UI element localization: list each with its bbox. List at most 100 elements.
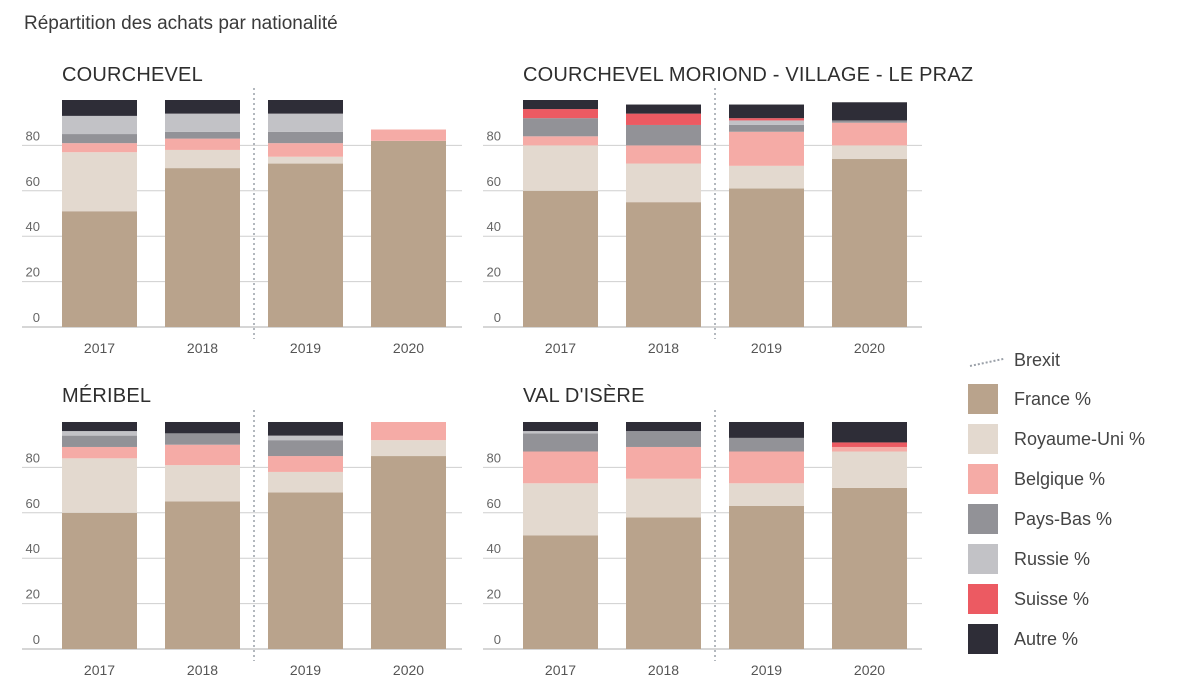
bar-segment [62, 431, 137, 436]
legend-item-pays-bas: Pays-Bas % [968, 504, 1198, 540]
bar-segment [62, 435, 137, 447]
x-tick-label: 2019 [751, 662, 782, 678]
bar-segment [268, 435, 343, 441]
legend-swatch-pays-bas [968, 504, 998, 534]
bar-segment [62, 134, 137, 144]
bar-segment [268, 131, 343, 144]
bar-segment [268, 143, 343, 157]
bar-segment [523, 433, 598, 452]
bar-segment [371, 440, 446, 457]
bar-segment [165, 138, 240, 150]
legend-swatch-belgique [968, 464, 998, 494]
bar-segment [729, 131, 804, 166]
legend-label-pays-bas: Pays-Bas % [1014, 509, 1113, 529]
y-tick-label: 40 [487, 541, 501, 556]
bar-segment [165, 444, 240, 466]
legend-swatch-russie [968, 544, 998, 574]
bar-segment [62, 143, 137, 153]
bar-segment [523, 190, 598, 327]
bar-segment [268, 113, 343, 132]
bar-segment [62, 152, 137, 212]
panel-title-meribel: MÉRIBEL [62, 385, 152, 407]
x-tick-label: 2017 [545, 662, 576, 678]
bar-segment [832, 102, 907, 121]
bar-segment [832, 422, 907, 443]
legend-label-royaume-uni: Royaume-Uni % [1014, 429, 1146, 449]
legend-label-france: France % [1014, 389, 1092, 409]
bar-segment [523, 100, 598, 110]
legend-item-suisse: Suisse % [968, 584, 1198, 620]
bar-segment [729, 422, 804, 438]
bar-segment [268, 471, 343, 493]
bar-segment [729, 165, 804, 189]
x-tick-label: 2017 [84, 340, 115, 356]
bar-segment [371, 140, 446, 327]
panel-title-val-disere: VAL D'ISÈRE [523, 385, 645, 407]
bar-segment [62, 512, 137, 649]
y-tick-label: 40 [26, 541, 40, 556]
x-tick-label: 2018 [648, 662, 679, 678]
y-tick-label: 80 [487, 128, 501, 143]
page-title: Répartition des achats par nationalité [24, 13, 338, 34]
bar-segment [165, 433, 240, 445]
bar-segment [729, 451, 804, 484]
bar-segment [165, 168, 240, 327]
bar-segment [626, 124, 701, 146]
bar-segment [268, 163, 343, 327]
panel-title-courchevel-moriond: COURCHEVEL MORIOND - VILLAGE - LE PRAZ [523, 64, 974, 86]
legend-swatch-suisse [968, 584, 998, 614]
y-tick-label: 60 [26, 174, 40, 189]
bar-segment [626, 446, 701, 479]
bar-segment [165, 501, 240, 649]
x-tick-label: 2018 [648, 340, 679, 356]
bar-segment [523, 118, 598, 137]
bar-segment [268, 492, 343, 649]
y-tick-label: 40 [487, 219, 501, 234]
legend-label-russie: Russie % [1014, 549, 1091, 569]
bar-segment [626, 163, 701, 203]
bar-segment [832, 487, 907, 649]
y-tick-label: 20 [26, 265, 40, 280]
bar-segment [165, 131, 240, 139]
y-tick-label: 0 [494, 310, 501, 325]
bar-segment [832, 122, 907, 146]
x-tick-label: 2018 [187, 340, 218, 356]
bar-segment [832, 446, 907, 452]
bar-segment [626, 517, 701, 649]
legend-swatch-france [968, 384, 998, 414]
bar-segment [832, 159, 907, 327]
bar-segment [626, 145, 701, 164]
bar-segment [371, 422, 446, 441]
bar-segment [729, 505, 804, 649]
x-tick-label: 2019 [751, 340, 782, 356]
x-tick-label: 2020 [854, 340, 885, 356]
bar-segment [371, 129, 446, 141]
bar-segment [832, 442, 907, 447]
bar-segment [523, 145, 598, 191]
bar-segment [165, 149, 240, 169]
y-tick-label: 20 [26, 587, 40, 602]
bar-segment [832, 145, 907, 160]
bar-segment [523, 483, 598, 536]
bar-segment [626, 113, 701, 125]
y-tick-label: 80 [26, 450, 40, 465]
legend-item-russie: Russie % [968, 544, 1198, 580]
x-tick-label: 2020 [854, 662, 885, 678]
bar-segment [523, 451, 598, 484]
y-tick-label: 0 [494, 632, 501, 647]
bar-segment [523, 422, 598, 432]
bar-segment [62, 100, 137, 116]
x-tick-label: 2019 [290, 340, 321, 356]
y-tick-label: 60 [487, 174, 501, 189]
bar-segment [62, 115, 137, 135]
bar-segment [165, 100, 240, 114]
bar-segment [165, 113, 240, 132]
legend-item-autre: Autre % [968, 624, 1198, 660]
brexit-dotted-line-icon [969, 357, 1004, 367]
bar-segment [626, 202, 701, 327]
bar-segment [626, 431, 701, 447]
x-tick-label: 2018 [187, 662, 218, 678]
legend-brexit-label: Brexit [1014, 350, 1061, 370]
bar-segment [62, 458, 137, 513]
